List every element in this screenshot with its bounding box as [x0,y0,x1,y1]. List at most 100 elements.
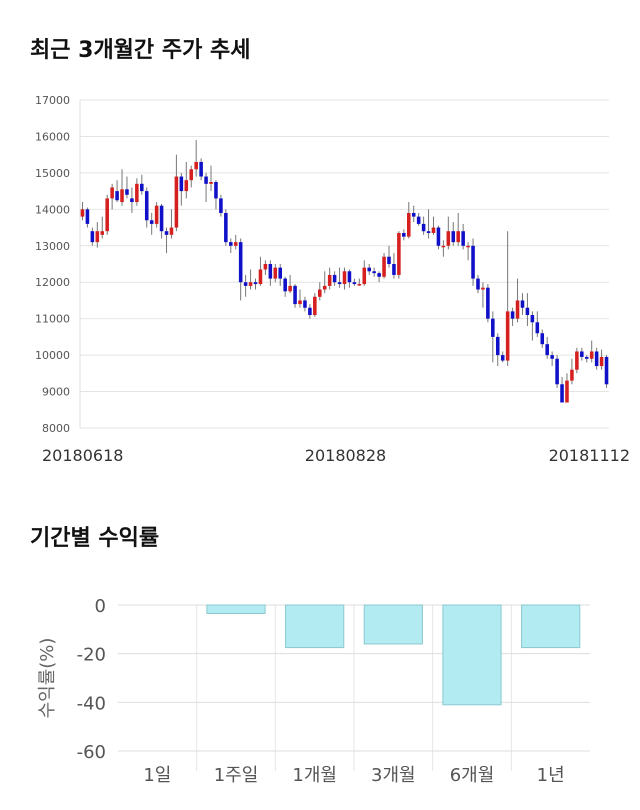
candle-body [342,271,347,285]
x-tick-label: 20180828 [305,446,386,465]
candle-body [115,191,119,201]
candle-body [194,161,198,170]
candle-body [184,180,189,192]
candle-body [471,245,475,279]
candle-body [372,271,376,274]
candle-body [179,176,184,192]
candle-body [362,267,367,285]
y-tick-label: 11000 [35,313,70,326]
candle-body [486,287,490,319]
candle-body [110,187,114,199]
candle-body [466,245,470,248]
candle-body [308,307,312,316]
candle-body [550,355,554,359]
candle-body [268,264,273,279]
x-tick-label: 3개월 [371,765,416,786]
candle-body [594,351,599,367]
candle-body [278,267,283,279]
candle-body [337,282,342,285]
x-tick-label: 1일 [143,765,171,786]
candle-body [258,269,263,285]
candle-body [431,227,436,234]
candle-body [520,300,525,308]
candle-body [570,369,574,381]
candlestick-chart: 8000 9000 10000 11000 12000 13000 14000 15000 16… [35,94,630,465]
candle-body [248,282,253,286]
candle-body [530,315,535,323]
x-tick-label: 20180618 [42,446,123,465]
candle-body [293,285,297,305]
candle-body [377,273,381,277]
candle-body [357,284,362,286]
candle-body [515,300,520,319]
candle-body [144,191,149,221]
candle-body [85,209,90,224]
candle-body [238,242,243,283]
candle-body [411,212,416,217]
candle-body [535,322,540,334]
y-tick-label: 17000 [35,94,70,107]
candle-body [565,380,569,403]
candle-body [352,282,357,285]
y-tick-label: 15000 [35,167,70,180]
candle-body [525,307,530,316]
return-bar [363,604,423,645]
candle-body [461,231,465,246]
y-tick-label: 14000 [35,203,70,216]
price-trend-title: 최근 3개월간 주가 추세 [30,38,251,63]
candle-body [540,333,545,345]
candle-body [174,176,179,228]
candle-body [500,355,505,361]
y-axis-label: 수익률(%) [37,638,58,719]
candle-body [575,351,579,370]
candle-body [214,182,218,199]
y-tick-label: 8000 [42,422,70,435]
y-tick-label: 9000 [42,386,70,399]
candle-body [154,205,159,224]
candle-body [224,212,228,243]
candle-body [436,227,441,246]
candle-body [476,278,480,290]
candle-body [387,256,391,264]
candle-body [209,182,213,184]
candle-body [100,231,105,235]
return-bar [521,604,581,649]
x-tick-label: 20181112 [549,446,630,465]
candle-body [219,198,223,213]
candle-body [140,183,144,192]
y-tick-label: -20 [77,645,106,666]
candle-body [105,198,109,232]
candle-body [392,264,396,275]
candle-body [159,205,164,232]
candle-body [580,351,584,357]
y-tick-label: 16000 [35,130,70,143]
candle-body [332,274,337,283]
y-tick-label: -60 [77,742,106,763]
candle-body [421,223,426,232]
x-tick-label: 1주일 [214,765,259,786]
candle-body [456,231,460,243]
x-tick-label: 6개월 [450,765,495,786]
candle-body [327,274,332,286]
period-returns-title: 기간별 수익률 [30,526,160,551]
candle-body [273,267,278,279]
candle-body [298,300,302,305]
candle-body [426,231,431,234]
y-tick-label: 12000 [35,276,70,289]
candle-body [318,289,322,297]
candle-body [243,282,248,286]
y-tick-label: 0 [95,596,106,617]
candle-body [313,296,317,316]
candle-body [402,233,406,237]
candle-body [505,311,510,361]
candle-body [584,356,589,359]
candle-body [130,198,134,203]
candle-body [135,183,139,203]
return-bar [285,604,345,649]
candle-body [441,245,446,248]
candle-body [233,242,238,246]
candle-body [446,231,451,246]
candle-body [120,189,124,203]
candle-body [189,169,194,181]
